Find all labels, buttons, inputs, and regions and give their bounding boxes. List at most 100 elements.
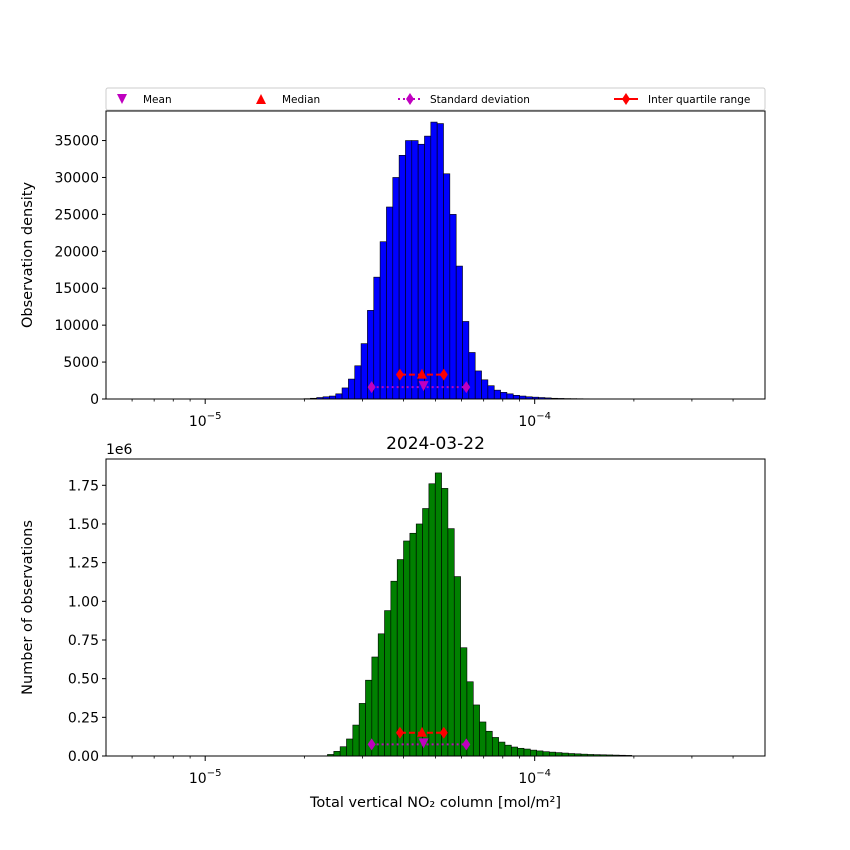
histogram-bar <box>491 737 499 757</box>
legend-marker <box>622 93 630 105</box>
y-tick-label: 25000 <box>54 207 99 223</box>
histogram-bar <box>358 703 366 757</box>
legend-marker <box>406 93 414 105</box>
histogram-bar <box>453 576 461 757</box>
histogram-bar <box>417 143 425 400</box>
y-tick-label: 0.25 <box>68 710 99 726</box>
mean-marker <box>418 381 429 392</box>
y-tick-label: 15000 <box>54 281 99 297</box>
histogram-bar <box>422 508 430 757</box>
histogram-bar <box>377 633 385 757</box>
histogram-bar <box>333 751 341 757</box>
histogram-bar <box>396 559 404 757</box>
median-marker <box>417 368 428 379</box>
histogram-bar <box>384 610 392 757</box>
y-tick-label: 1.00 <box>68 594 99 610</box>
histogram-bar <box>398 155 406 400</box>
histogram-bar <box>500 392 508 400</box>
y-axis-label: Observation density <box>20 182 36 328</box>
histogram-bar <box>447 528 455 757</box>
legend-label: Median <box>282 94 320 106</box>
histogram-bar <box>354 365 362 400</box>
histogram-bar <box>468 352 476 400</box>
x-tick-label: 10−5 <box>189 411 222 430</box>
y-tick-label: 35000 <box>54 134 99 150</box>
histogram-bar <box>436 123 444 400</box>
histogram-bar <box>403 540 411 757</box>
panel-bottom: 0.00 0.25 0.50 0.75 1.00 1.25 1.50 1.75 10−5 10−4… <box>20 434 766 787</box>
median-marker <box>417 726 428 737</box>
histogram-bar <box>506 393 514 400</box>
legend-item-mean: Mean <box>117 94 172 106</box>
y-tick-label: 0.00 <box>68 749 99 765</box>
std-dev-marker <box>462 381 471 394</box>
std-dev-marker <box>367 738 376 751</box>
histogram-bar <box>493 389 501 400</box>
histogram-bar <box>536 750 544 757</box>
histogram-bar <box>411 140 419 400</box>
y-tick-label: 0.50 <box>68 672 99 688</box>
y-axis-label: Number of observations <box>20 520 36 695</box>
y-offset-label: 1e6 <box>106 442 133 458</box>
histogram-bar <box>352 724 360 757</box>
y-tick-label: 5000 <box>63 355 99 371</box>
histogram-bar <box>386 206 394 400</box>
histogram-bar <box>373 276 381 400</box>
histogram-bar <box>424 135 432 400</box>
y-tick-label: 10000 <box>54 318 99 334</box>
histogram-bar <box>415 523 423 757</box>
y-tick-label: 1.25 <box>68 556 99 572</box>
std-dev-marker <box>367 381 376 394</box>
histogram-bar <box>530 749 537 757</box>
histogram-bar <box>542 751 550 757</box>
histogram-bar <box>479 721 487 757</box>
histogram-bar <box>498 741 506 757</box>
legend-item-standard-deviation: Standard deviation <box>398 93 530 106</box>
histogram-bar <box>474 370 482 400</box>
legend-marker <box>117 94 127 104</box>
x-tick-label: 10−4 <box>518 411 551 430</box>
legend: Mean Median Standard deviation Inter quarti… <box>105 87 766 111</box>
histogram-bar <box>449 214 457 400</box>
legend-label: Mean <box>143 94 172 106</box>
histogram-bar <box>390 580 398 757</box>
y-tick-label: 20000 <box>54 244 99 260</box>
histogram-bar <box>346 738 354 757</box>
histogram-bar <box>434 472 442 757</box>
histogram-bar <box>485 730 493 757</box>
histogram-bar <box>523 748 531 757</box>
panel-top: 0 5000 10000 15000 20000 25000 30000 35000 10−5 1… <box>20 110 766 430</box>
iqr-marker <box>395 368 404 381</box>
legend-box <box>105 87 766 111</box>
histogram-bar <box>360 343 368 400</box>
histogram-bar <box>441 488 449 757</box>
x-tick-label: 10−5 <box>189 768 222 787</box>
x-tick-label: 10−4 <box>518 768 551 787</box>
legend-label: Inter quartile range <box>648 94 750 106</box>
y-tick-label: 30000 <box>54 170 99 186</box>
histogram-bar <box>392 177 400 400</box>
iqr-marker <box>439 726 448 739</box>
std-dev-marker <box>462 738 471 751</box>
histogram-bar <box>512 395 520 400</box>
histogram-bar <box>504 744 512 757</box>
histogram-bar <box>430 121 438 400</box>
y-tick-label: 1.50 <box>68 517 99 533</box>
histogram-bar <box>348 378 356 400</box>
histogram-bar <box>487 385 495 400</box>
panel-title: 2024-03-22 <box>386 434 485 454</box>
histogram-bar <box>339 746 347 757</box>
mean-marker <box>418 738 429 749</box>
x-axis-label: Total vertical NO₂ column [mol/m²] <box>309 795 561 811</box>
histogram-bar <box>455 265 463 400</box>
y-tick-label: 0 <box>90 392 99 408</box>
legend-item-median: Median <box>256 94 320 106</box>
y-tick-label: 0.75 <box>68 633 99 649</box>
histogram-bar <box>443 173 451 400</box>
histogram-bar <box>481 379 489 400</box>
legend-item-inter-quartile-range: Inter quartile range <box>614 93 750 106</box>
iqr-marker <box>395 726 404 739</box>
histogram-bar <box>341 387 349 400</box>
y-tick-label: 1.75 <box>68 478 99 494</box>
legend-marker <box>256 94 266 104</box>
